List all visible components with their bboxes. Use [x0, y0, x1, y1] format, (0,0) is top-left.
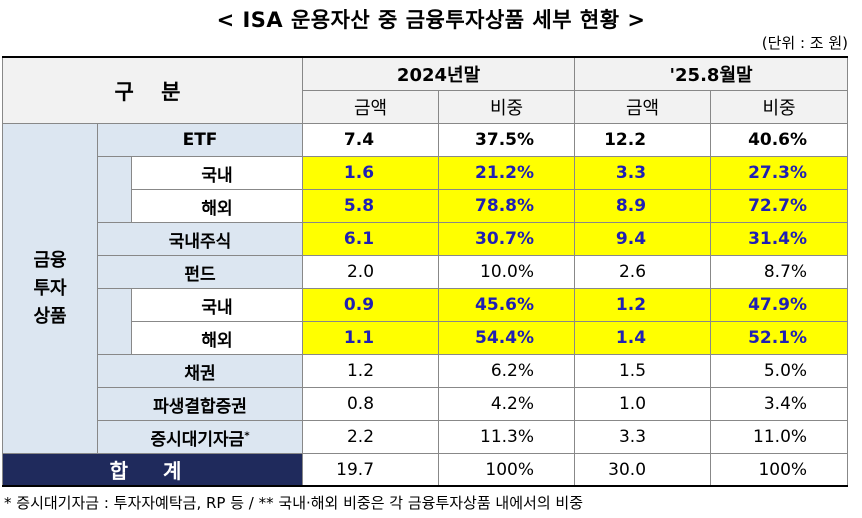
header-amount: 금액 [574, 90, 712, 124]
cell-amount-2025: 1.2 [574, 288, 712, 322]
cell-amount-2024: 1.1 [302, 321, 440, 355]
cell-ratio-2025: 40.6% [710, 123, 849, 157]
row-label: 증시대기자금* [96, 420, 304, 454]
unit-note: (단위 : 조 원) [761, 34, 848, 52]
indent-spacer [97, 288, 132, 355]
row-label: 국내주식 [96, 222, 304, 256]
header-amount: 금액 [302, 90, 440, 124]
cell-ratio-2025: 5.0% [710, 354, 849, 388]
cell-amount-2025: 1.0 [574, 387, 712, 421]
row-label: 채권 [96, 354, 304, 388]
cell-amount-2025: 9.4 [574, 222, 712, 256]
row-label: ETF [96, 123, 304, 157]
cell-amount-2024: 1.6 [302, 156, 440, 190]
row-label: 국내 [130, 288, 304, 322]
cell-amount-2024: 0.8 [302, 387, 440, 421]
header-period-2024: 2024년말 [302, 56, 576, 91]
cell-ratio-2024: 6.2% [438, 354, 576, 388]
cell-ratio-2025: 31.4% [710, 222, 849, 256]
cell-amount-2025: 1.4 [574, 321, 712, 355]
total-ratio-2025: 100% [710, 453, 849, 487]
header-ratio: 비중 [438, 90, 576, 124]
group-label: 금융 투자 상품 [2, 123, 98, 454]
row-label: 해외 [130, 189, 304, 223]
row-label: 펀드 [96, 255, 304, 289]
cell-ratio-2024: 21.2% [438, 156, 576, 190]
cell-ratio-2025: 27.3% [710, 156, 849, 190]
cell-ratio-2025: 47.9% [710, 288, 849, 322]
cell-ratio-2024: 45.6% [438, 288, 576, 322]
indent-spacer [97, 156, 132, 223]
cell-ratio-2024: 10.0% [438, 255, 576, 289]
cell-amount-2024: 2.0 [302, 255, 440, 289]
total-amount-2024: 19.7 [302, 453, 440, 487]
total-amount-2025: 30.0 [574, 453, 712, 487]
header-ratio: 비중 [710, 90, 849, 124]
cell-ratio-2025: 8.7% [710, 255, 849, 289]
cell-ratio-2024: 54.4% [438, 321, 576, 355]
row-label: 해외 [130, 321, 304, 355]
cell-amount-2025: 8.9 [574, 189, 712, 223]
total-ratio-2024: 100% [438, 453, 576, 487]
header-period-2025: '25.8월말 [574, 56, 849, 91]
row-label: 국내 [130, 156, 304, 190]
cell-amount-2025: 12.2 [574, 123, 712, 157]
cell-amount-2024: 7.4 [302, 123, 440, 157]
cell-amount-2025: 1.5 [574, 354, 712, 388]
cell-amount-2025: 3.3 [574, 156, 712, 190]
table-title: < ISA 운용자산 중 금융투자상품 세부 현황 > [216, 8, 646, 32]
cell-ratio-2025: 72.7% [710, 189, 849, 223]
isa-asset-table: 구 분 2024년말 '25.8월말 금액 비중 금액 비중 금융 투자 상품 ET… [1, 56, 849, 487]
cell-ratio-2024: 4.2% [438, 387, 576, 421]
total-label: 합 계 [1, 453, 304, 487]
cell-ratio-2025: 52.1% [710, 321, 849, 355]
cell-amount-2025: 2.6 [574, 255, 712, 289]
cell-amount-2025: 3.3 [574, 420, 712, 454]
cell-ratio-2025: 11.0% [710, 420, 849, 454]
cell-ratio-2024: 11.3% [438, 420, 576, 454]
cell-ratio-2025: 3.4% [710, 387, 849, 421]
footnote: * 증시대기자금 : 투자자예탁금, RP 등 / ** 국내·해외 비중은 각… [4, 494, 583, 512]
header-category: 구 분 [1, 56, 304, 124]
cell-ratio-2024: 78.8% [438, 189, 576, 223]
cell-ratio-2024: 37.5% [438, 123, 576, 157]
cell-amount-2024: 5.8 [302, 189, 440, 223]
cell-amount-2024: 0.9 [302, 288, 440, 322]
row-label: 파생결합증권 [96, 387, 304, 421]
cell-amount-2024: 6.1 [302, 222, 440, 256]
cell-amount-2024: 1.2 [302, 354, 440, 388]
cell-amount-2024: 2.2 [302, 420, 440, 454]
cell-ratio-2024: 30.7% [438, 222, 576, 256]
